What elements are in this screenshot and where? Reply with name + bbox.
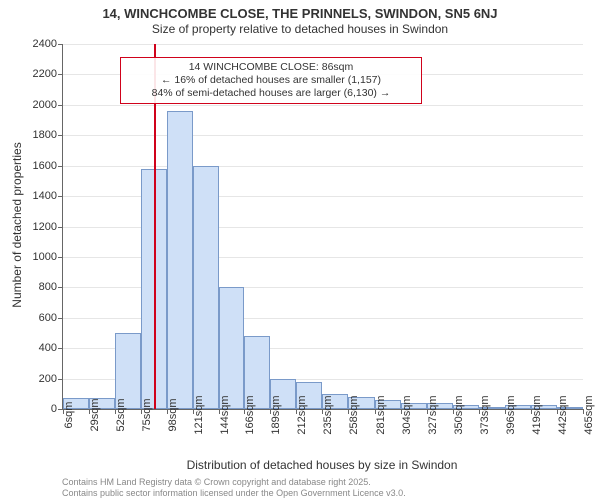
ytick-mark: [58, 257, 63, 258]
xtick-label: 189sqm: [270, 395, 282, 434]
ytick-label: 2200: [33, 68, 57, 80]
xtick-label: 121sqm: [193, 395, 205, 434]
xtick-label: 166sqm: [244, 395, 256, 434]
ytick-mark: [58, 135, 63, 136]
x-axis-label: Distribution of detached houses by size …: [62, 458, 582, 472]
xtick-label: 98sqm: [167, 398, 179, 431]
ytick-mark: [58, 348, 63, 349]
ytick-label: 1800: [33, 129, 57, 141]
xtick-label: 212sqm: [296, 395, 308, 434]
ytick-label: 1600: [33, 160, 57, 172]
attribution-line1: Contains HM Land Registry data © Crown c…: [62, 477, 582, 487]
xtick-label: 442sqm: [557, 395, 569, 434]
xtick-label: 75sqm: [141, 398, 153, 431]
ytick-label: 200: [39, 373, 57, 385]
gridline-h: [63, 105, 583, 106]
xtick-label: 396sqm: [505, 395, 517, 434]
xtick-label: 304sqm: [401, 395, 413, 434]
ytick-label: 1400: [33, 190, 57, 202]
ytick-mark: [58, 318, 63, 319]
ytick-label: 1000: [33, 251, 57, 263]
ytick-mark: [58, 105, 63, 106]
chart-container: 14, WINCHCOMBE CLOSE, THE PRINNELS, SWIN…: [0, 0, 600, 500]
histogram-bar: [167, 111, 193, 409]
ytick-mark: [58, 196, 63, 197]
histogram-bar: [193, 166, 219, 409]
xtick-label: 258sqm: [348, 395, 360, 434]
ytick-label: 1200: [33, 221, 57, 233]
xtick-label: 350sqm: [453, 395, 465, 434]
histogram-bar: [219, 287, 244, 409]
xtick-label: 281sqm: [375, 395, 387, 434]
xtick-label: 327sqm: [427, 395, 439, 434]
y-axis-label: Number of detached properties: [10, 142, 24, 307]
plot-area: 0200400600800100012001400160018002000220…: [62, 44, 583, 410]
ytick-mark: [58, 166, 63, 167]
gridline-h: [63, 135, 583, 136]
xtick-label: 373sqm: [479, 395, 491, 434]
chart-title-main: 14, WINCHCOMBE CLOSE, THE PRINNELS, SWIN…: [0, 6, 600, 21]
xtick-label: 29sqm: [89, 398, 101, 431]
xtick-label: 6sqm: [63, 402, 75, 429]
attribution-line2: Contains public sector information licen…: [62, 488, 582, 498]
chart-title-sub: Size of property relative to detached ho…: [0, 22, 600, 36]
annotation-line: ← 16% of detached houses are smaller (1,…: [127, 74, 415, 87]
ytick-label: 600: [39, 312, 57, 324]
ytick-label: 0: [51, 403, 57, 415]
ytick-mark: [58, 379, 63, 380]
xtick-label: 419sqm: [531, 395, 543, 434]
annotation-box: 14 WINCHCOMBE CLOSE: 86sqm← 16% of detac…: [120, 57, 422, 104]
annotation-line: 84% of semi-detached houses are larger (…: [127, 87, 415, 100]
ytick-mark: [58, 287, 63, 288]
ytick-label: 400: [39, 342, 57, 354]
xtick-label: 465sqm: [583, 395, 595, 434]
xtick-label: 235sqm: [322, 395, 334, 434]
ytick-mark: [58, 74, 63, 75]
annotation-line: 14 WINCHCOMBE CLOSE: 86sqm: [127, 61, 415, 74]
ytick-mark: [58, 44, 63, 45]
gridline-h: [63, 44, 583, 45]
xtick-label: 52sqm: [115, 398, 127, 431]
ytick-label: 2000: [33, 99, 57, 111]
attribution-text: Contains HM Land Registry data © Crown c…: [62, 477, 582, 498]
ytick-mark: [58, 227, 63, 228]
xtick-label: 144sqm: [219, 395, 231, 434]
ytick-label: 2400: [33, 38, 57, 50]
gridline-h: [63, 166, 583, 167]
ytick-label: 800: [39, 281, 57, 293]
